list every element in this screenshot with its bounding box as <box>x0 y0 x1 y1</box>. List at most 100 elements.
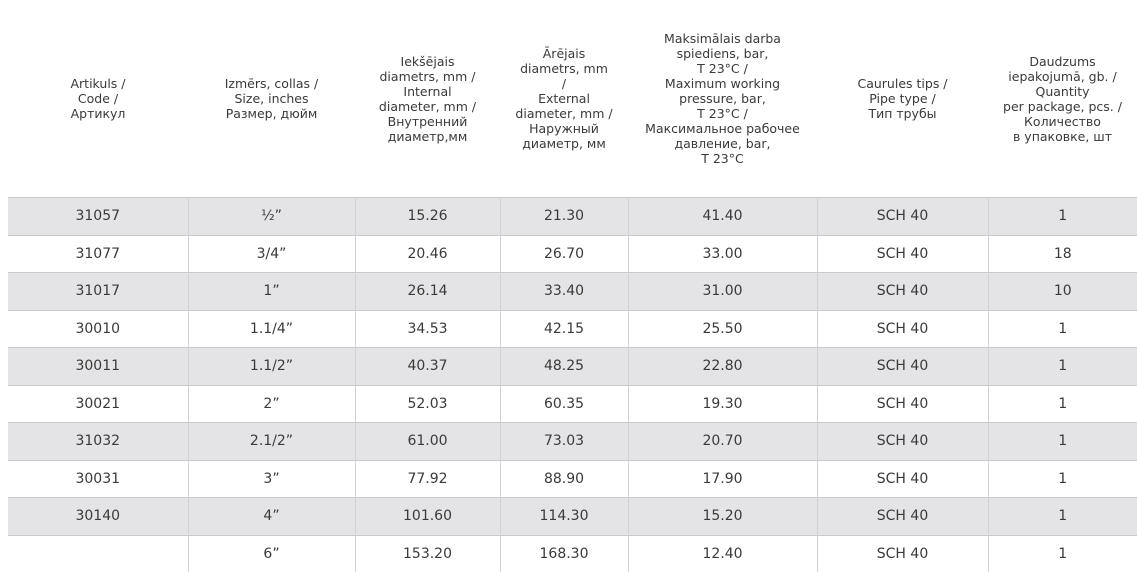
table-cell: 1 <box>988 535 1137 572</box>
header-line: Artikuls / <box>10 76 186 91</box>
table-cell: SCH 40 <box>817 310 988 348</box>
table-cell: 1 <box>988 198 1137 236</box>
table-cell: 153.20 <box>355 535 500 572</box>
table-cell: 1 <box>988 460 1137 498</box>
table-cell: 42.15 <box>500 310 628 348</box>
header-line: Internal <box>357 84 498 99</box>
header-line: Size, inches <box>190 91 353 106</box>
table-cell: 3/4” <box>188 235 355 273</box>
table-cell: 4” <box>188 498 355 536</box>
header-line: External <box>502 91 626 106</box>
table-cell <box>8 535 188 572</box>
table-cell: 114.30 <box>500 498 628 536</box>
header-line: Внутренний <box>357 114 498 129</box>
table-cell: 6” <box>188 535 355 572</box>
table-cell: 18 <box>988 235 1137 273</box>
header-cell: Caurules tips /Pipe type /Тип трубы <box>817 0 988 198</box>
header-line: Quantity <box>990 84 1135 99</box>
table-cell: 31017 <box>8 273 188 311</box>
table-cell: 40.37 <box>355 348 500 386</box>
table-cell: 77.92 <box>355 460 500 498</box>
table-cell: 15.20 <box>628 498 817 536</box>
table-cell: 22.80 <box>628 348 817 386</box>
table-cell: 31077 <box>8 235 188 273</box>
table-cell: 19.30 <box>628 385 817 423</box>
table-cell: 48.25 <box>500 348 628 386</box>
header-line: Наружный <box>502 121 626 136</box>
table-cell: 30140 <box>8 498 188 536</box>
table-cell: SCH 40 <box>817 535 988 572</box>
header-line: Caurules tips / <box>819 76 986 91</box>
header-line: iepakojumā, gb. / <box>990 69 1135 84</box>
table-cell: 20.46 <box>355 235 500 273</box>
table-cell: 25.50 <box>628 310 817 348</box>
table-cell: 1 <box>988 498 1137 536</box>
table-cell: 1.1/2” <box>188 348 355 386</box>
table-cell: 21.30 <box>500 198 628 236</box>
header-line: T 23°C / <box>630 106 815 121</box>
table-cell: 60.35 <box>500 385 628 423</box>
table-cell: 31057 <box>8 198 188 236</box>
table-cell: 41.40 <box>628 198 817 236</box>
table-cell: 17.90 <box>628 460 817 498</box>
header-line: Ārējais <box>502 46 626 61</box>
header-line: Артикул <box>10 106 186 121</box>
table-cell: SCH 40 <box>817 423 988 461</box>
table-cell: 88.90 <box>500 460 628 498</box>
table-cell: SCH 40 <box>817 235 988 273</box>
header-cell: Artikuls /Code /Артикул <box>8 0 188 198</box>
header-line: Pipe type / <box>819 91 986 106</box>
table-cell: 1 <box>988 423 1137 461</box>
table-cell: 33.40 <box>500 273 628 311</box>
table-cell: 30010 <box>8 310 188 348</box>
header-line: pressure, bar, <box>630 91 815 106</box>
table-cell: SCH 40 <box>817 348 988 386</box>
table-cell: 1 <box>988 310 1137 348</box>
table-cell: 15.26 <box>355 198 500 236</box>
table-cell: 31.00 <box>628 273 817 311</box>
table-cell: 33.00 <box>628 235 817 273</box>
table-cell: 52.03 <box>355 385 500 423</box>
header-line: Размер, дюйм <box>190 106 353 121</box>
table-cell: 10 <box>988 273 1137 311</box>
header-line: Daudzums <box>990 54 1135 69</box>
header-line: давление, bar, <box>630 136 815 151</box>
table-cell: 34.53 <box>355 310 500 348</box>
header-line: diametrs, mm <box>502 61 626 76</box>
table-cell: 2” <box>188 385 355 423</box>
table-cell: SCH 40 <box>817 273 988 311</box>
header-line: Maximum working <box>630 76 815 91</box>
table-cell: SCH 40 <box>817 385 988 423</box>
header-line: в упаковке, шт <box>990 129 1135 144</box>
header-line: per package, pcs. / <box>990 99 1135 114</box>
header-line: Максимальное рабочее <box>630 121 815 136</box>
table-cell: SCH 40 <box>817 198 988 236</box>
header-line: diametrs, mm / <box>357 69 498 84</box>
table-cell: 20.70 <box>628 423 817 461</box>
header-line: T 23°C <box>630 151 815 166</box>
table-cell: SCH 40 <box>817 460 988 498</box>
table-cell: 1 <box>988 385 1137 423</box>
table-cell: 30031 <box>8 460 188 498</box>
header-line: диаметр,мм <box>357 129 498 144</box>
table-cell: SCH 40 <box>817 498 988 536</box>
header-line: spiediens, bar, <box>630 46 815 61</box>
header-line: Maksimālais darba <box>630 31 815 46</box>
table-cell: ½” <box>188 198 355 236</box>
